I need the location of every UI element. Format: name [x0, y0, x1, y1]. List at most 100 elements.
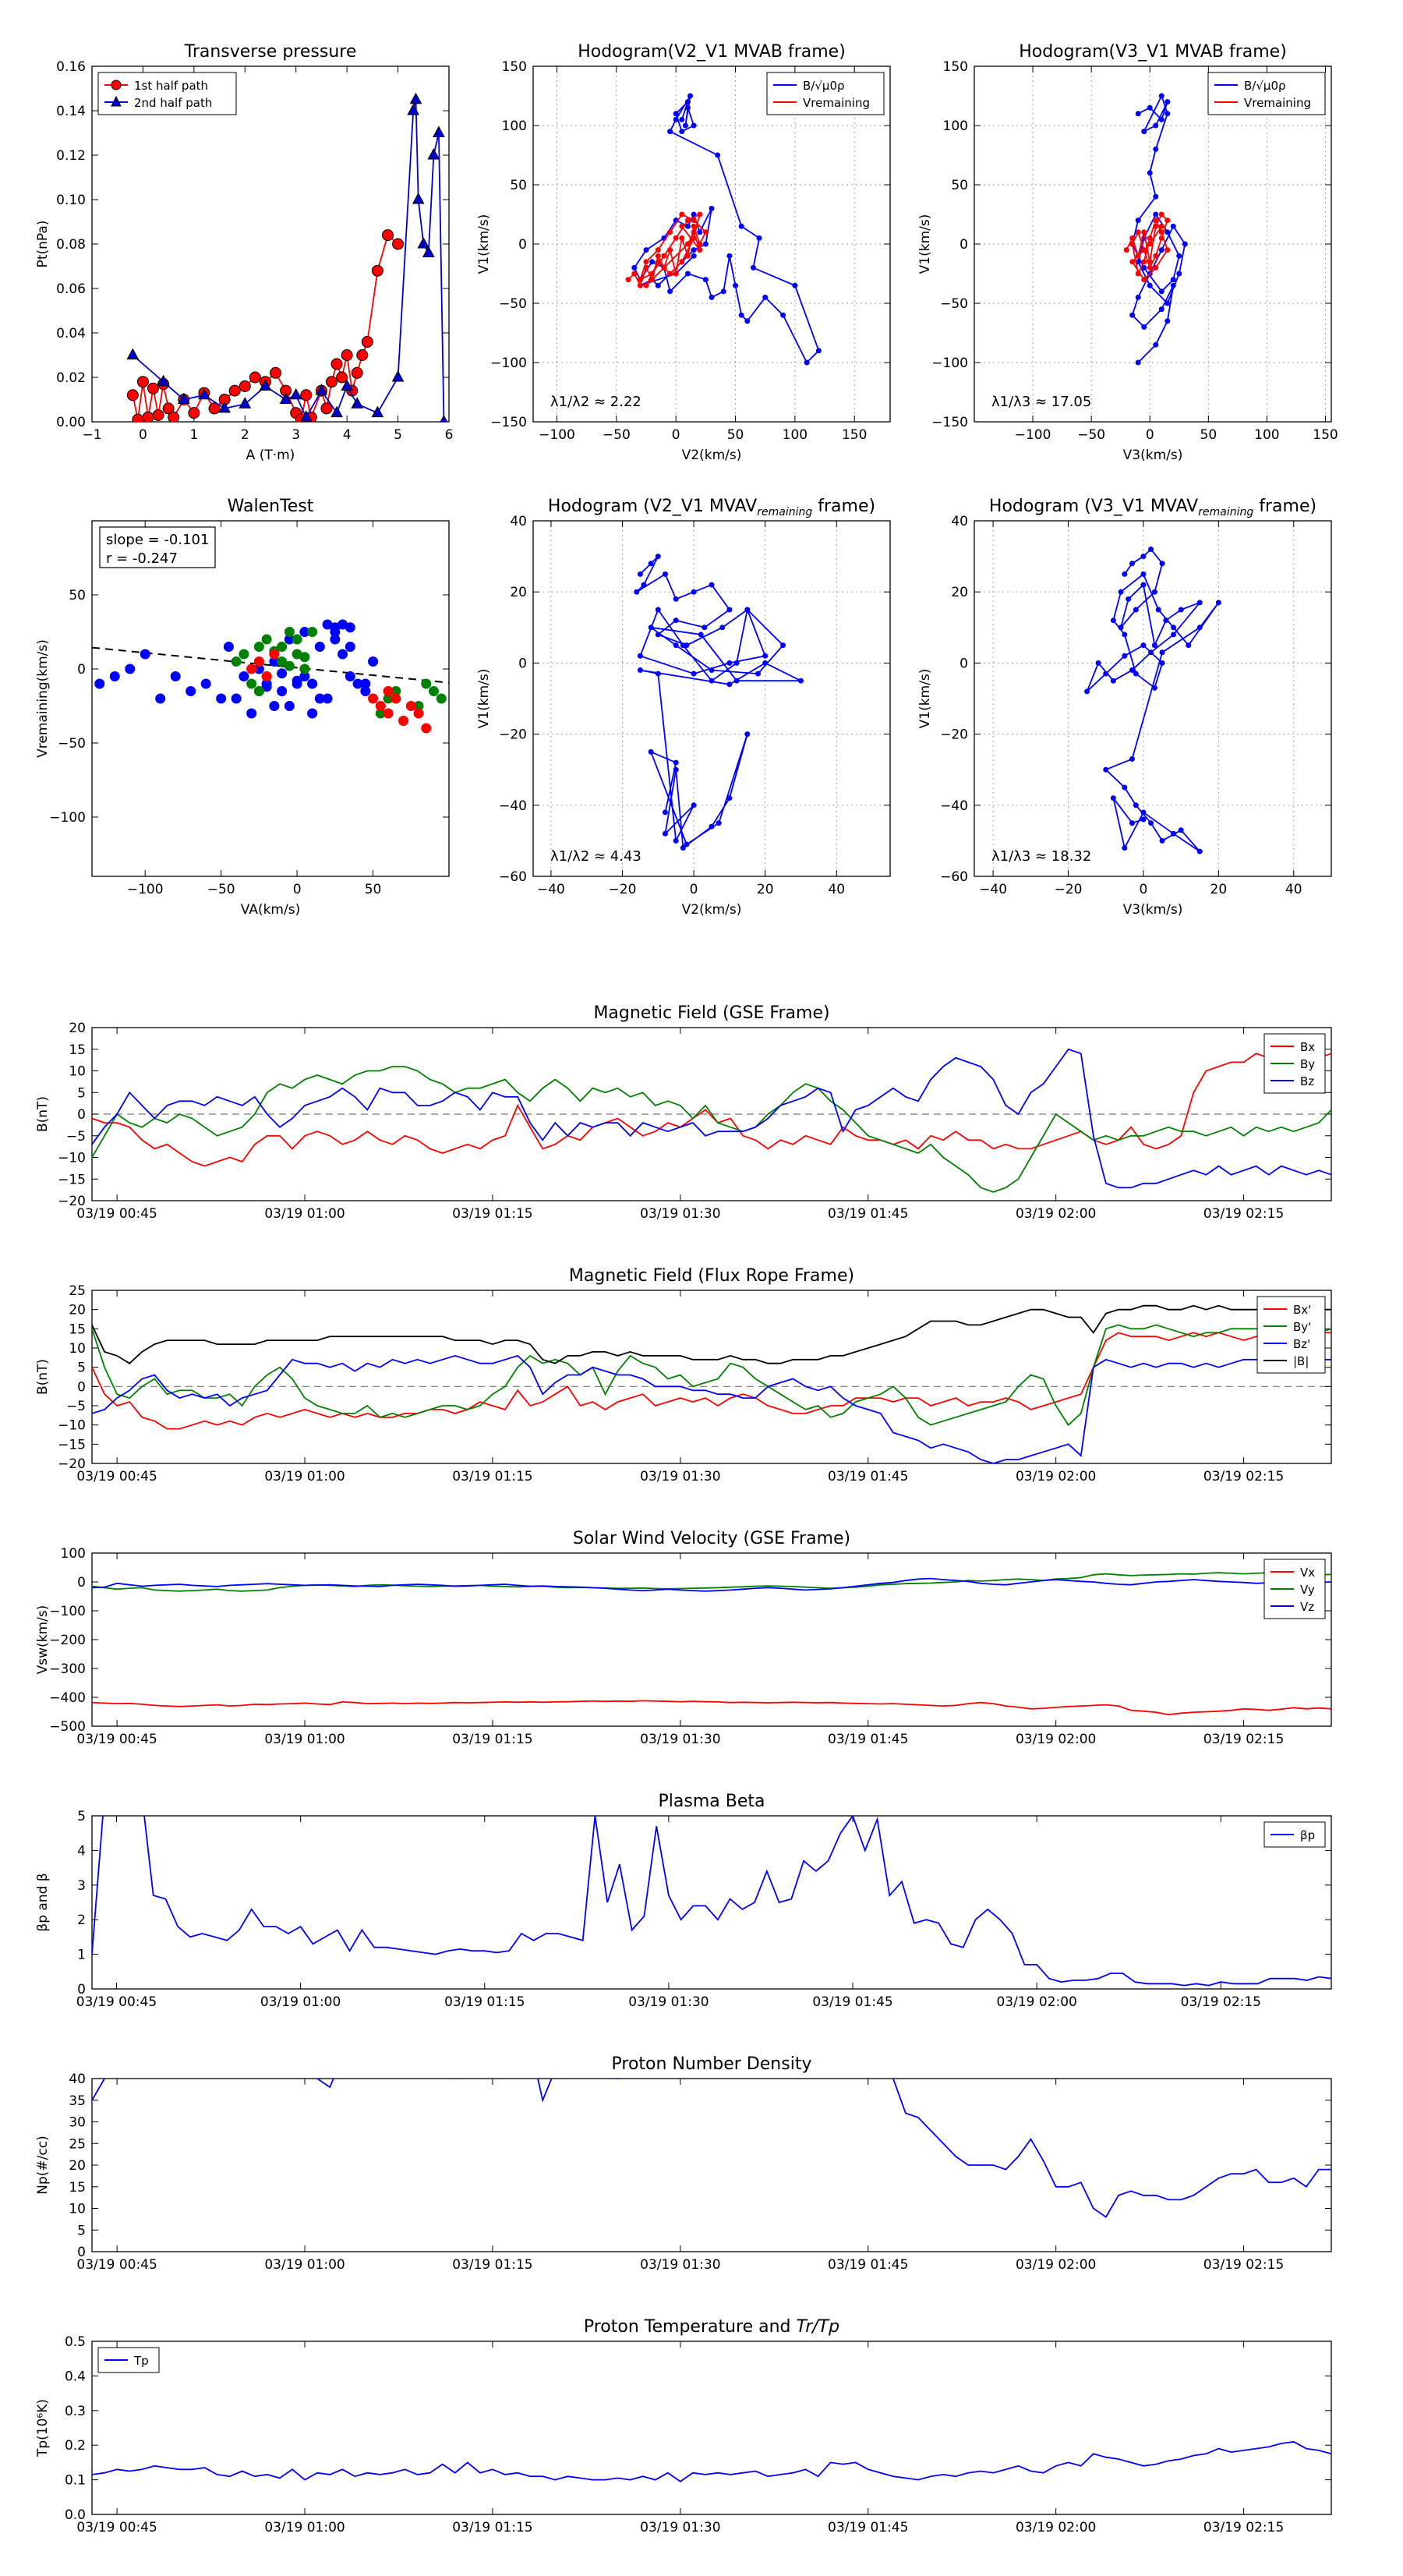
- legend-label: By: [1300, 1057, 1315, 1071]
- series-line-By: [92, 1066, 1331, 1193]
- legend-label: Bz': [1293, 1337, 1310, 1351]
- x-tick-label: 03/19 01:30: [640, 1206, 720, 1222]
- legend-label: Bx': [1293, 1303, 1311, 1317]
- plot-frame: [91, 520, 450, 877]
- data-point: [314, 642, 325, 652]
- y-axis-label: V1(km/s): [476, 214, 492, 274]
- chart-6: Hodogram (V3_V1 MVAVremaining frame)−40−…: [917, 497, 1332, 918]
- y-tick-label: −10: [58, 1151, 86, 1166]
- data-point: [223, 642, 234, 652]
- data-point: [1140, 642, 1147, 649]
- x-tick-label: 03/19 01:30: [640, 1732, 720, 1747]
- data-point: [1153, 341, 1159, 348]
- data-point: [427, 147, 440, 160]
- data-point: [157, 374, 170, 387]
- title-tail: frame): [812, 497, 875, 516]
- data-point: [132, 413, 144, 422]
- series-line-Tp: [92, 2440, 1331, 2482]
- data-point: [720, 288, 726, 295]
- chart-title: Hodogram (V2_V1 MVAVremaining frame): [548, 497, 875, 518]
- x-tick-label: 03/19 01:45: [828, 2520, 908, 2535]
- y-tick-label: −5: [66, 1399, 86, 1414]
- data-point: [1151, 685, 1157, 691]
- data-point: [341, 349, 353, 361]
- chart-title: Solar Wind Velocity (GSE Frame): [573, 1529, 850, 1548]
- data-point: [691, 218, 697, 224]
- data-point: [673, 837, 679, 844]
- data-point: [277, 686, 288, 696]
- data-point: [307, 708, 318, 719]
- series-line-1: [1086, 548, 1220, 852]
- data-point: [1176, 253, 1182, 259]
- data-point: [1159, 837, 1165, 844]
- data-point: [292, 675, 302, 686]
- legend-label: 2nd half path: [134, 96, 212, 110]
- data-point: [756, 235, 762, 241]
- data-point: [655, 259, 661, 265]
- x-tick-label: 150: [842, 427, 867, 443]
- series-group: [1084, 546, 1221, 855]
- data-point: [649, 259, 656, 265]
- y-tick-label: 5: [77, 1361, 86, 1376]
- data-point: [142, 411, 154, 422]
- data-point: [697, 241, 703, 247]
- data-point: [1129, 235, 1136, 241]
- chart-title: Magnetic Field (GSE Frame): [593, 1003, 829, 1023]
- data-point: [253, 656, 264, 667]
- x-tick-label: 03/19 01:30: [640, 1469, 720, 1484]
- data-point: [383, 708, 394, 719]
- y-tick-label: 5: [77, 2223, 86, 2238]
- x-tick-label: 0: [672, 427, 680, 443]
- data-point: [1158, 93, 1164, 99]
- data-point: [170, 671, 181, 681]
- data-point: [1147, 235, 1153, 241]
- eigen-ratio-annotation: λ1/λ2 ≈ 2.22: [550, 394, 641, 410]
- y-tick-label: −100: [49, 1604, 86, 1619]
- x-tick-label: 03/19 01:15: [452, 2257, 532, 2273]
- data-point: [667, 229, 673, 235]
- data-point: [249, 371, 261, 384]
- title-math: Tr/Tp: [791, 2317, 840, 2337]
- data-point: [375, 701, 386, 711]
- series-line-1: [636, 555, 801, 850]
- data-point: [136, 376, 149, 388]
- y-tick-label: 100: [943, 119, 968, 134]
- data-point: [702, 277, 709, 283]
- y-tick-label: 0: [77, 662, 86, 678]
- y-tick-label: 100: [502, 119, 527, 134]
- series-group: [92, 1572, 1331, 1716]
- series-group: [92, 2440, 1331, 2482]
- x-axis-label: V3(km/s): [1123, 448, 1183, 463]
- data-point: [320, 402, 333, 415]
- data-point: [1140, 582, 1147, 588]
- y-tick-label: 0.12: [56, 148, 86, 164]
- data-point: [277, 656, 288, 667]
- chart-title: Proton Number Density: [612, 2054, 812, 2074]
- plot-frame: [91, 1815, 1332, 1990]
- legend-box: [766, 72, 885, 115]
- data-point: [1176, 271, 1182, 277]
- data-point: [345, 622, 355, 633]
- data-point: [667, 271, 673, 277]
- y-tick-label: 40: [69, 2072, 86, 2087]
- x-tick-label: 40: [1285, 882, 1302, 897]
- data-point: [655, 247, 661, 253]
- data-point: [709, 823, 715, 830]
- data-point: [307, 627, 318, 637]
- data-point: [1164, 229, 1171, 235]
- data-point: [269, 649, 280, 660]
- y-tick-label: 10: [69, 1064, 86, 1080]
- x-tick-label: 03/19 01:45: [828, 1206, 908, 1222]
- data-point: [125, 663, 136, 674]
- data-point: [1164, 218, 1171, 224]
- data-point: [1135, 259, 1141, 265]
- data-point: [330, 405, 343, 418]
- x-tick-label: 6: [445, 427, 454, 443]
- data-point: [152, 409, 164, 421]
- y-tick-label: 150: [502, 59, 527, 75]
- x-tick-label: 03/19 02:15: [1203, 1469, 1284, 1484]
- data-point: [1170, 277, 1176, 283]
- data-point: [667, 288, 673, 295]
- data-point: [1095, 660, 1101, 666]
- y-tick-label: −20: [58, 1456, 86, 1472]
